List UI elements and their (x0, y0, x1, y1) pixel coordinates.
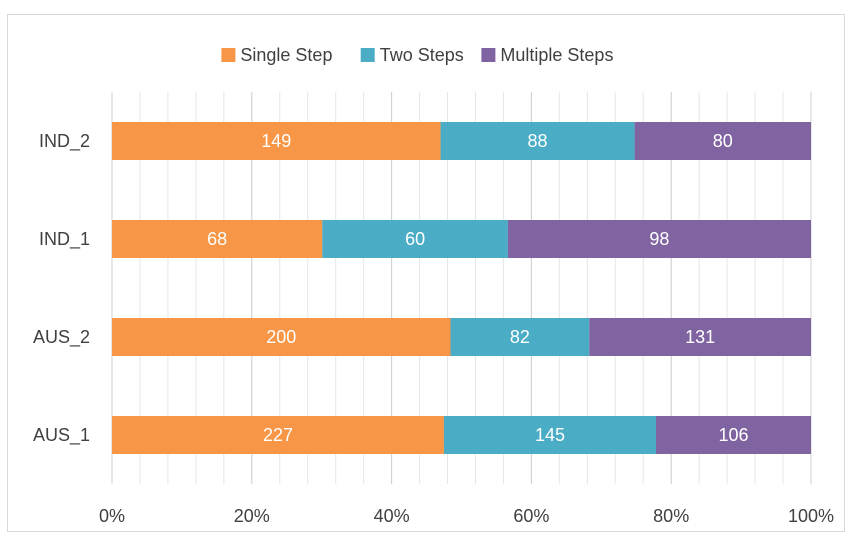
data-label: 131 (685, 327, 715, 347)
category-label-ind-1: IND_1 (39, 229, 90, 250)
data-label: 98 (649, 229, 669, 249)
data-label: 227 (263, 425, 293, 445)
category-axis: IND_2 IND_1 AUS_2 AUS_1 (33, 131, 90, 446)
x-tick-label: 80% (653, 506, 689, 526)
bar-ind-1-two-steps (322, 220, 508, 258)
legend: Single Step Two Steps Multiple Steps (221, 45, 613, 65)
bar-aus-1-single-step (112, 416, 444, 454)
bar-ind-2-single-step (112, 122, 441, 160)
data-label: 145 (535, 425, 565, 445)
legend-label-single-step: Single Step (240, 45, 332, 65)
data-label: 106 (718, 425, 748, 445)
data-label: 60 (405, 229, 425, 249)
plot-bars: 149 88 80 68 60 98 200 82 131 227 145 106 (112, 122, 811, 454)
bar-aus-1-two-steps (443, 416, 656, 454)
bar-ind-1-single-step (112, 220, 323, 258)
data-label: 200 (266, 327, 296, 347)
data-label: 82 (510, 327, 530, 347)
data-label: 149 (261, 131, 291, 151)
data-label: 68 (207, 229, 227, 249)
data-label: 80 (713, 131, 733, 151)
category-label-aus-2: AUS_2 (33, 327, 90, 348)
value-axis: 0% 20% 40% 60% 80% 100% (99, 506, 834, 526)
x-tick-label: 40% (374, 506, 410, 526)
legend-swatch-two-steps (360, 48, 375, 62)
bar-ind-1-multiple-steps (507, 220, 811, 258)
category-label-aus-1: AUS_1 (33, 425, 90, 446)
bar-ind-2-two-steps (440, 122, 635, 160)
bar-aus-2-two-steps (450, 318, 590, 356)
bar-aus-1-multiple-steps (655, 416, 811, 454)
legend-swatch-single-step (221, 48, 236, 62)
category-label-ind-2: IND_2 (39, 131, 90, 152)
bar-aus-2-multiple-steps (589, 318, 811, 356)
x-tick-label: 20% (234, 506, 270, 526)
bar-aus-2-single-step (112, 318, 451, 356)
data-label: 88 (528, 131, 548, 151)
legend-swatch-multiple-steps (481, 48, 496, 62)
bar-ind-2-multiple-steps (634, 122, 811, 160)
x-tick-label: 100% (788, 506, 834, 526)
legend-label-multiple-steps: Multiple Steps (500, 45, 613, 65)
x-tick-label: 60% (513, 506, 549, 526)
x-tick-label: 0% (99, 506, 125, 526)
legend-label-two-steps: Two Steps (380, 45, 464, 65)
